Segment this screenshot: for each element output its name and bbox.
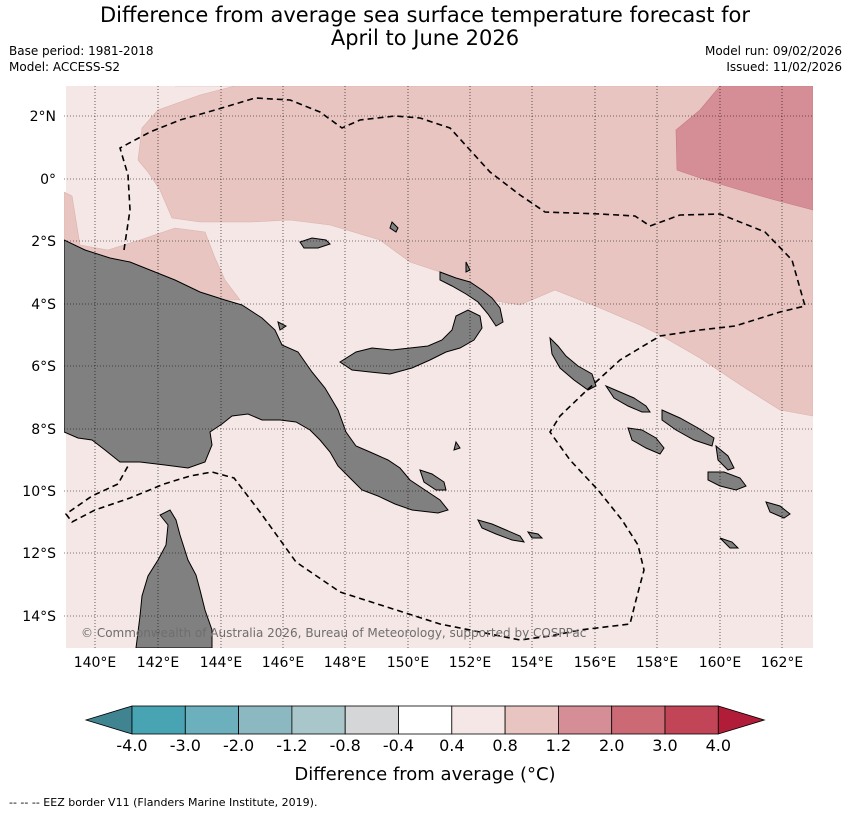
colorbar-tick-label: 2.0: [599, 736, 624, 755]
anomaly-0.8-1.2-region: [137, 86, 813, 417]
vanuatu-torres-island: [719, 537, 740, 549]
australia-cape-york: [135, 509, 213, 648]
solomon-makira: [707, 471, 747, 491]
woodlark-island: [526, 531, 544, 539]
colorbar-tick-label: 0.8: [492, 736, 517, 755]
base-period: Base period: 1981-2018: [9, 44, 154, 58]
solomon-rennell: [765, 501, 791, 519]
colorbar-segment: [238, 705, 293, 735]
map-figure: © Commonwealth of Australia 2026, Bureau…: [22, 86, 813, 785]
eez-footnote: -- -- -- EEZ border V11 (Flanders Marine…: [9, 796, 318, 809]
lon-label-162e: 162°E: [761, 655, 804, 671]
colorbar-segment: [184, 705, 240, 735]
colorbar-segment: [451, 705, 506, 735]
title-line-2: April to June 2026: [330, 26, 520, 50]
colorbar-tick-label: 4.0: [706, 736, 731, 755]
colorbar-segment: [344, 705, 399, 735]
map-title: Difference from average sea surface temp…: [0, 4, 850, 50]
lon-label-146e: 146°E: [262, 655, 305, 671]
map-area: © Commonwealth of Australia 2026, Bureau…: [64, 86, 813, 648]
solomon-isabel: [661, 409, 715, 447]
title-line-1: Difference from average sea surface temp…: [100, 3, 750, 27]
colorbar-tick-label: 0.4: [439, 736, 464, 755]
small-island-a: [389, 221, 399, 233]
solomon-choiseul: [604, 384, 651, 413]
graticule: [64, 86, 813, 648]
lon-label-156e: 156°E: [574, 655, 617, 671]
solomon-malaita: [715, 444, 735, 471]
lat-label-8s: 8°S: [31, 422, 56, 438]
colorbar-tick-label: -1.2: [276, 736, 307, 755]
lon-label-160e: 160°E: [699, 655, 742, 671]
new-ireland-island: [439, 271, 504, 327]
small-island-c: [277, 321, 287, 331]
lat-label-12s: 12°S: [22, 546, 56, 562]
dentrecasteaux-islands: [419, 469, 447, 491]
lat-label-14s: 14°S: [22, 609, 56, 625]
colorbar-segment: [131, 705, 186, 735]
lon-label-154e: 154°E: [511, 655, 554, 671]
eez-border-north: [64, 97, 806, 641]
lat-label-6s: 6°S: [31, 359, 56, 375]
latitude-labels: 2°N 0° 2°S 4°S 6°S 8°S 10°S 12°S 14°S: [22, 109, 56, 625]
new-britain-island: [339, 309, 483, 375]
manus-island: [299, 237, 331, 249]
lat-label-2n: 2°N: [30, 109, 56, 125]
lat-label-2s: 2°S: [31, 234, 56, 250]
small-island-d: [453, 440, 461, 451]
issued-date: Issued: 11/02/2026: [726, 60, 842, 74]
colorbar-tick-label: -0.8: [330, 736, 361, 755]
lat-label-0: 0°: [40, 172, 56, 188]
colorbar-tick-label: -0.4: [383, 736, 414, 755]
eez-border: [64, 97, 806, 641]
colorbar-segment: [504, 705, 559, 735]
colorbar-tick-label: -2.0: [223, 736, 254, 755]
lon-label-152e: 152°E: [449, 655, 492, 671]
colorbar-tick-label: 1.2: [546, 736, 571, 755]
lon-label-144e: 144°E: [200, 655, 243, 671]
right-metadata: Model run: 09/02/2026 Issued: 11/02/2026: [705, 43, 842, 75]
milne-bay-islands: [477, 519, 526, 543]
colorbar-segment: [291, 705, 346, 735]
copyright-notice: © Commonwealth of Australia 2026, Bureau…: [81, 626, 586, 640]
lat-label-10s: 10°S: [22, 484, 56, 500]
colorbar: -4.0 -3.0 -2.0 -1.2 -0.8 -0.4 0.4 0.8 1.2 2.0 3.0 4…: [84, 705, 766, 755]
colorbar-title: Difference from average (°C): [294, 764, 555, 785]
lat-label-4s: 4°S: [31, 297, 56, 313]
colorbar-segment: [558, 705, 613, 735]
colorbar-extend-low: [84, 705, 133, 735]
longitude-labels: 140°E 142°E 144°E 146°E 148°E 150°E 152°…: [74, 655, 804, 671]
new-guinea-landmass: [64, 239, 449, 514]
lon-label-142e: 142°E: [137, 655, 180, 671]
colorbar-segment: [664, 705, 719, 735]
colorbar-segment: [611, 705, 666, 735]
colorbar-segment: [398, 705, 453, 735]
colorbar-tick-label: 3.0: [652, 736, 677, 755]
land-masses: [64, 221, 791, 648]
model-run: Model run: 09/02/2026: [704, 44, 842, 58]
lon-label-140e: 140°E: [74, 655, 117, 671]
colorbar-tick-label: -4.0: [116, 736, 147, 755]
lon-label-150e: 150°E: [387, 655, 430, 671]
colorbar-tick-label: -3.0: [170, 736, 201, 755]
lon-label-148e: 148°E: [324, 655, 367, 671]
small-island-b: [465, 261, 471, 273]
bougainville-island: [549, 336, 597, 391]
solomon-guadalcanal: [627, 427, 665, 455]
colorbar-extend-high: [717, 705, 766, 735]
lon-label-158e: 158°E: [636, 655, 679, 671]
model-name: Model: ACCESS-S2: [9, 60, 121, 74]
left-metadata: Base period: 1981-2018 Model: ACCESS-S2: [9, 43, 154, 75]
